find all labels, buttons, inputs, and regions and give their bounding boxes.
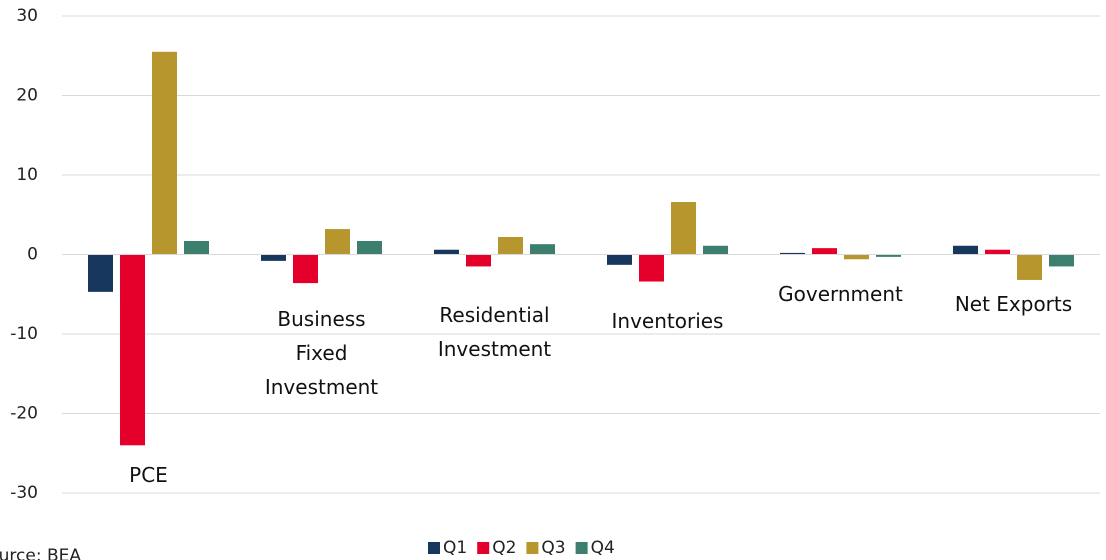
- y-tick-label: -30: [10, 483, 38, 503]
- y-tick-label: 10: [16, 165, 38, 185]
- bar: [876, 254, 901, 257]
- bar: [812, 248, 837, 255]
- category-label: Residential Investment: [437, 303, 552, 361]
- bar: [1017, 254, 1042, 280]
- bar: [466, 254, 491, 267]
- bar: [530, 244, 555, 255]
- legend-label: Q2: [492, 538, 516, 558]
- legend-label: Q1: [443, 538, 467, 558]
- bar: [325, 229, 350, 255]
- bar: [261, 254, 286, 261]
- y-tick-label: -20: [10, 404, 38, 424]
- category-label: Business Fixed Investment: [264, 307, 379, 399]
- bar: [703, 245, 728, 255]
- bar: [184, 240, 209, 255]
- bar: [607, 254, 632, 265]
- category-label: Net Exports: [954, 292, 1073, 316]
- bar: [780, 252, 805, 255]
- y-tick-label: 0: [27, 245, 38, 265]
- legend-swatch: [477, 542, 490, 554]
- category-label: Inventories: [611, 309, 724, 333]
- category-label: Government: [778, 282, 903, 306]
- bar: [88, 254, 113, 292]
- bar: [639, 254, 664, 282]
- legend-swatch: [428, 542, 440, 554]
- bar: [671, 202, 696, 255]
- bar: [985, 249, 1010, 255]
- y-tick-label: 20: [16, 86, 38, 106]
- legend-swatch: [526, 542, 539, 554]
- y-tick-label: -10: [10, 324, 38, 344]
- bar: [844, 254, 869, 260]
- bar: [1049, 254, 1074, 267]
- bar: [357, 240, 382, 255]
- category-label: PCE: [129, 463, 168, 487]
- bar: [953, 245, 978, 255]
- bar: [498, 237, 523, 255]
- bar: [152, 51, 177, 255]
- bar: [434, 249, 459, 255]
- bar: [293, 254, 318, 284]
- legend-label: Q3: [541, 538, 565, 558]
- bar: [120, 254, 145, 446]
- legend-swatch: [575, 542, 588, 554]
- y-tick-label: 30: [16, 6, 38, 26]
- legend-label: Q4: [591, 538, 615, 558]
- source-note: Source: BEA: [0, 546, 81, 560]
